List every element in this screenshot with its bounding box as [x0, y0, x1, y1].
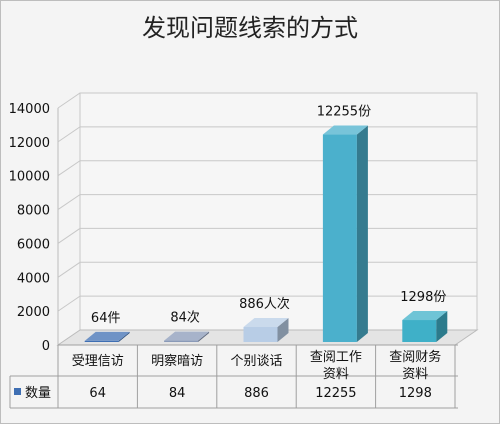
bar-side: [356, 125, 368, 342]
table-value: 64: [89, 386, 106, 401]
bar-top: [322, 125, 368, 135]
category-label: 查阅财务: [389, 349, 441, 365]
data-label: 64件: [91, 311, 121, 326]
bar: [164, 340, 199, 342]
table-value: 12255: [315, 386, 356, 401]
bar-top: [84, 331, 130, 341]
y-tick-label: 0: [42, 339, 50, 354]
legend-key: [14, 388, 21, 395]
category-label: 资料: [402, 367, 428, 382]
bar: [243, 327, 278, 342]
gridline: [57, 92, 477, 109]
category-label: 查阅工作: [310, 350, 362, 365]
chart-title: 发现问题线索的方式: [142, 14, 358, 42]
bar-side: [436, 311, 448, 342]
bar: [402, 320, 437, 342]
y-tick-label: 4000: [17, 271, 50, 286]
y-tick-label: 10000: [9, 170, 50, 185]
legend-label: 数量: [25, 386, 51, 401]
data-label: 1298份: [400, 290, 446, 305]
bar-top: [402, 311, 448, 321]
y-tick-label: 14000: [9, 102, 50, 117]
data-label: 84次: [170, 310, 200, 326]
data-label: 886人次: [239, 296, 290, 312]
y-tick-label: 6000: [17, 237, 50, 252]
category-label: 个别谈话: [230, 354, 282, 369]
table-value: 84: [169, 386, 186, 401]
y-tick-label: 2000: [17, 305, 50, 320]
data-label: 12255份: [317, 105, 371, 120]
category-label: 受理信访: [72, 354, 124, 369]
bar-top: [164, 331, 210, 341]
bar-side: [118, 331, 130, 342]
category-label: 明察暗访: [151, 354, 203, 369]
y-tick-label: 12000: [9, 136, 50, 151]
y-tick-label: 8000: [17, 204, 50, 219]
category-label: 资料: [323, 367, 349, 382]
bar-side: [277, 318, 289, 342]
bar: [84, 340, 119, 342]
table-value: 1298: [399, 386, 432, 401]
bar: [322, 134, 357, 342]
bar-side: [198, 331, 210, 342]
bar-top: [243, 318, 289, 328]
table-value: 886: [244, 386, 269, 401]
